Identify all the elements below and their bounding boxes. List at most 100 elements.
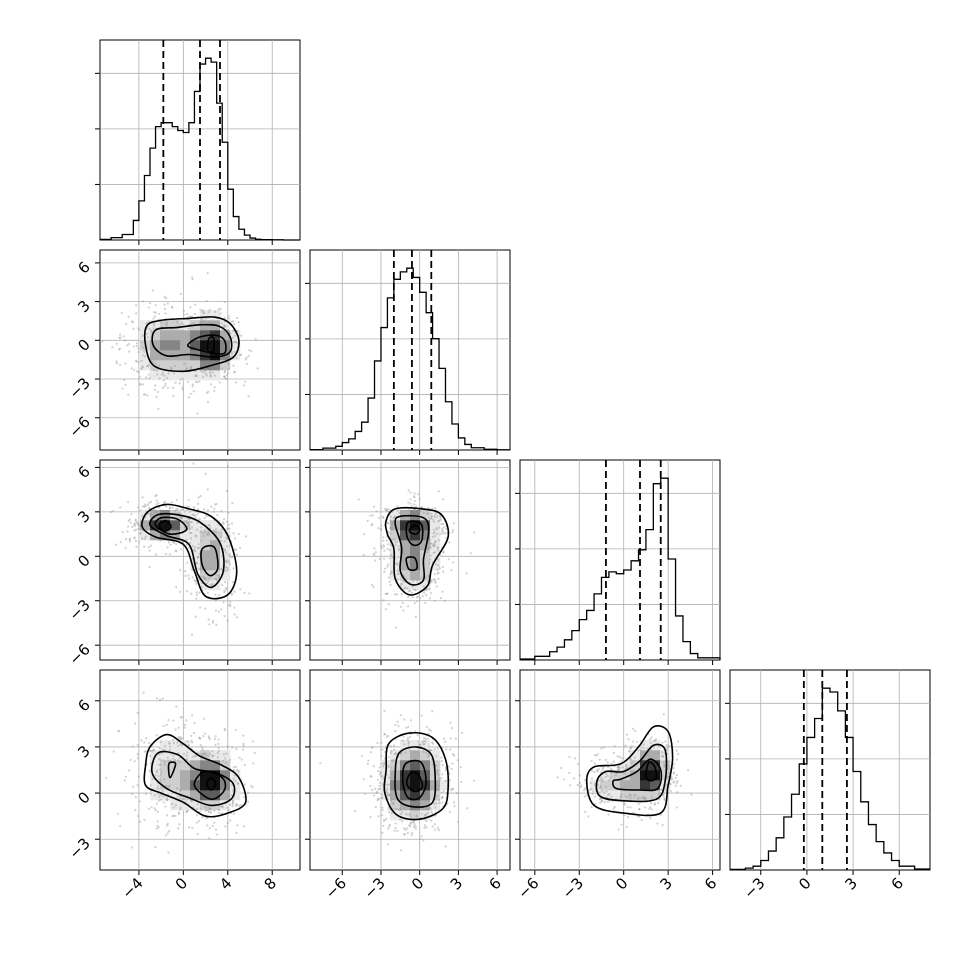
scatter-point xyxy=(379,527,383,530)
scatter-point xyxy=(204,809,207,812)
scatter-point xyxy=(387,764,390,767)
scatter-point xyxy=(412,495,416,498)
scatter-point xyxy=(227,371,230,375)
scatter-point xyxy=(223,548,227,551)
scatter-point xyxy=(556,776,559,779)
scatter-point xyxy=(369,815,372,819)
scatter-point xyxy=(388,810,391,814)
scatter-point xyxy=(187,499,190,502)
scatter-point xyxy=(232,532,235,535)
scatter-point xyxy=(382,599,385,602)
scatter-point xyxy=(223,300,226,304)
scatter-point xyxy=(604,775,607,779)
scatter-point xyxy=(215,531,218,534)
scatter-point xyxy=(174,542,178,546)
scatter-point xyxy=(220,533,223,536)
scatter-point xyxy=(429,558,432,561)
scatter-point xyxy=(196,381,199,384)
scatter-point xyxy=(441,565,444,569)
density-cell xyxy=(160,520,171,531)
density-cell xyxy=(190,770,201,781)
density-cell xyxy=(220,750,231,761)
scatter-point xyxy=(165,321,168,324)
scatter-point xyxy=(128,537,132,540)
scatter-point xyxy=(424,740,427,743)
density-cell xyxy=(200,310,211,321)
scatter-point xyxy=(153,537,156,540)
scatter-point xyxy=(213,530,217,533)
scatter-point xyxy=(207,530,210,533)
scatter-point xyxy=(210,754,213,757)
scatter-point xyxy=(217,742,220,745)
scatter-point xyxy=(380,793,383,796)
scatter-point xyxy=(189,537,193,540)
scatter-point xyxy=(213,386,217,389)
scatter-point xyxy=(606,761,609,764)
scatter-point xyxy=(185,367,188,370)
scatter-point xyxy=(440,760,444,763)
scatter-point xyxy=(430,810,433,813)
scatter-point xyxy=(141,365,144,368)
scatter-point xyxy=(424,751,427,755)
scatter-point xyxy=(195,513,198,516)
scatter-point xyxy=(203,752,206,755)
scatter-point xyxy=(418,743,421,746)
scatter-point xyxy=(422,743,426,746)
scatter-point xyxy=(390,555,393,558)
density-cell xyxy=(190,340,201,351)
scatter-point xyxy=(166,546,169,549)
scatter-point xyxy=(619,795,622,799)
scatter-point xyxy=(148,327,151,330)
scatter-point xyxy=(373,505,376,508)
scatter-point xyxy=(590,777,594,780)
scatter-point xyxy=(231,800,235,803)
scatter-point xyxy=(232,765,236,769)
scatter-point xyxy=(620,757,624,760)
scatter-point xyxy=(178,515,182,518)
x-tick-label: 6 xyxy=(888,874,907,893)
scatter-point xyxy=(559,766,563,770)
scatter-point xyxy=(652,746,655,749)
density-cell xyxy=(410,570,421,581)
scatter-point xyxy=(382,765,385,768)
scatter-point xyxy=(157,799,161,802)
scatter-point xyxy=(192,462,195,465)
scatter-point xyxy=(158,364,161,367)
scatter-point xyxy=(172,757,175,760)
scatter-point xyxy=(389,751,392,755)
scatter-point xyxy=(232,364,235,367)
contour-line xyxy=(200,544,219,577)
scatter-point xyxy=(186,751,189,754)
scatter-point xyxy=(430,515,433,518)
scatter-point xyxy=(426,808,429,811)
contour-line xyxy=(193,770,227,801)
scatter-point xyxy=(389,515,393,519)
density-cell xyxy=(210,560,221,571)
scatter-point xyxy=(603,801,607,804)
scatter-point xyxy=(387,794,390,797)
scatter-point xyxy=(195,597,198,600)
scatter-point xyxy=(437,784,441,787)
histogram-panel-0 xyxy=(99,39,301,241)
scatter-point xyxy=(234,340,237,343)
scatter-point xyxy=(436,572,439,575)
scatter-point xyxy=(662,793,665,796)
scatter-point xyxy=(156,810,160,814)
scatter-point xyxy=(440,756,443,759)
scatter-point xyxy=(182,798,185,801)
scatter-point xyxy=(201,754,204,757)
scatter-point xyxy=(629,794,632,797)
scatter-point xyxy=(194,516,197,519)
scatter-point xyxy=(211,619,215,622)
scatter-point xyxy=(165,322,168,325)
scatter-point xyxy=(223,540,226,543)
panel-grid xyxy=(520,460,720,660)
scatter-point xyxy=(408,813,411,817)
scatter-point xyxy=(225,586,228,589)
scatter-point xyxy=(413,509,417,512)
density-cell xyxy=(420,570,431,581)
scatter-point xyxy=(606,800,609,803)
scatter-point xyxy=(420,812,423,815)
contour-line xyxy=(612,758,663,792)
y-tick-label: 6 xyxy=(74,463,93,482)
